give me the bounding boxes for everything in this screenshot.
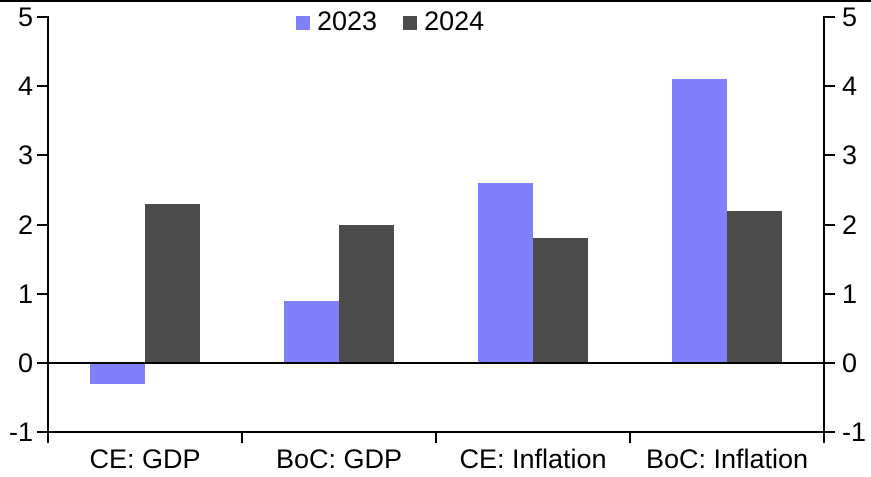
y-tick-right--1 xyxy=(825,431,835,433)
y-axis-label-left-5: 5 xyxy=(17,2,33,32)
y-axis-label-right-1: 1 xyxy=(842,279,858,309)
y-axis-right xyxy=(823,16,825,433)
bar-2024-boc-inflation xyxy=(727,211,782,363)
y-tick-right-3 xyxy=(825,154,835,156)
y-axis-label-right-4: 4 xyxy=(842,71,858,101)
y-tick-left--1 xyxy=(37,431,47,433)
y-tick-right-4 xyxy=(825,85,835,87)
x-tick-0 xyxy=(47,433,49,443)
x-tick-1 xyxy=(241,433,243,443)
y-axis-label-left-1: 1 xyxy=(17,279,33,309)
y-tick-right-0 xyxy=(825,362,835,364)
bar-2023-ce-inflation xyxy=(478,183,533,363)
legend-item-2023: 2023 xyxy=(296,5,377,37)
x-tick-2 xyxy=(435,433,437,443)
y-tick-left-4 xyxy=(37,85,47,87)
y-tick-left-0 xyxy=(37,362,47,364)
x-tick-3 xyxy=(629,433,631,443)
y-axis-label-left-3: 3 xyxy=(17,140,33,170)
y-axis-label-right-2: 2 xyxy=(842,210,858,240)
x-tick-4 xyxy=(823,433,825,443)
y-axis-label-right--1: -1 xyxy=(842,417,867,447)
legend-label-2024: 2024 xyxy=(424,6,485,36)
x-axis-label-boc-gdp: BoC: GDP xyxy=(275,444,403,474)
bar-2023-boc-gdp xyxy=(284,301,339,363)
y-tick-right-1 xyxy=(825,293,835,295)
x-axis xyxy=(47,431,825,433)
y-axis-label-left-0: 0 xyxy=(17,348,33,378)
y-axis-label-left--1: -1 xyxy=(8,417,33,447)
bar-2024-ce-inflation xyxy=(533,238,588,363)
y-tick-left-5 xyxy=(37,16,47,18)
legend-item-2024: 2024 xyxy=(403,5,484,37)
y-tick-right-5 xyxy=(825,16,835,18)
zero-gridline xyxy=(48,362,824,364)
x-axis-label-ce-inflation: CE: Inflation xyxy=(459,444,607,474)
bar-2023-ce-gdp xyxy=(90,363,145,384)
x-axis-label-boc-inflation: BoC: Inflation xyxy=(645,444,809,474)
chart-legend: 2023 2024 xyxy=(296,5,484,37)
y-axis-left xyxy=(47,16,49,433)
legend-swatch-2023-icon xyxy=(296,15,310,30)
y-tick-right-2 xyxy=(825,224,835,226)
y-tick-left-1 xyxy=(37,293,47,295)
legend-swatch-2024-icon xyxy=(403,15,418,30)
y-axis-label-left-2: 2 xyxy=(17,210,33,240)
x-axis-label-ce-gdp: CE: GDP xyxy=(89,444,201,474)
bar-2024-boc-gdp xyxy=(339,225,394,363)
y-axis-label-right-0: 0 xyxy=(842,348,858,378)
y-axis-label-left-4: 4 xyxy=(17,71,33,101)
y-tick-left-3 xyxy=(37,154,47,156)
bar-2024-ce-gdp xyxy=(145,204,200,363)
y-axis-label-right-5: 5 xyxy=(842,2,858,32)
bar-2023-boc-inflation xyxy=(672,79,727,363)
y-axis-label-right-3: 3 xyxy=(842,140,858,170)
y-tick-left-2 xyxy=(37,224,47,226)
legend-label-2023: 2023 xyxy=(317,6,378,36)
